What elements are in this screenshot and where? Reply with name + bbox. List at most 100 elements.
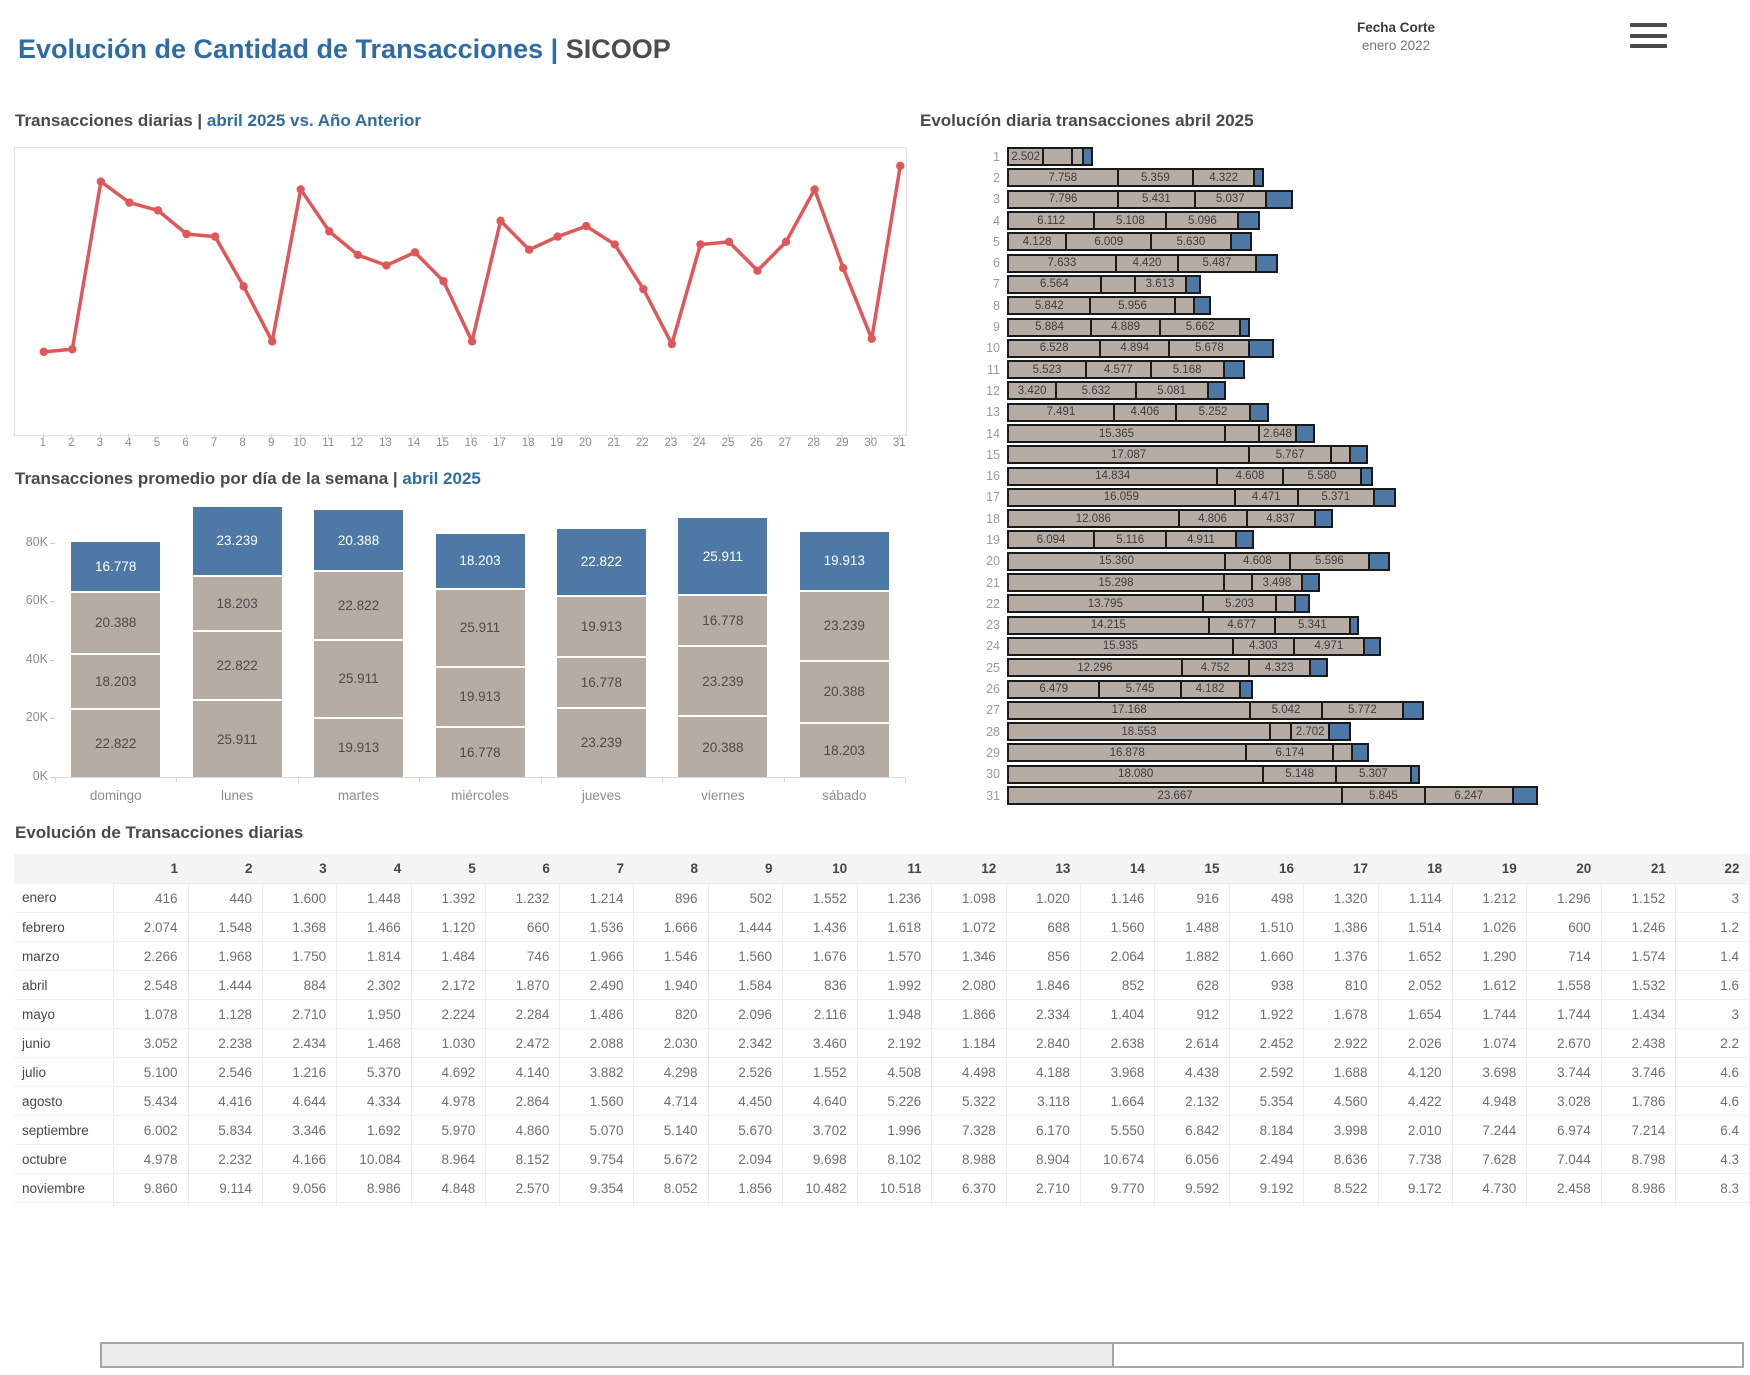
line-point-day-8[interactable] <box>239 282 248 291</box>
daily-bar-row-25[interactable]: 25 12.296 4.752 4.323 <box>920 657 1560 678</box>
table-cell[interactable]: 2.238 <box>187 1028 264 1058</box>
line-point-day-11[interactable] <box>325 227 334 236</box>
table-cell[interactable]: 6.4 <box>1675 1115 1750 1145</box>
table-cell[interactable]: 2.224 <box>410 999 487 1029</box>
table-cell[interactable]: 1.246 <box>1600 912 1677 942</box>
table-cell[interactable]: 1.546 <box>633 941 709 971</box>
table-cell[interactable]: 2.080 <box>931 970 1007 1000</box>
weekday-segment-sábado[interactable]: 19.913 <box>799 531 889 590</box>
daily-blue-segment[interactable] <box>1083 149 1091 165</box>
daily-segment[interactable]: 4.577 <box>1086 362 1152 378</box>
table-cell[interactable]: 10.684 <box>112 1202 189 1206</box>
weekday-segment-martes[interactable]: 19.913 <box>314 718 404 777</box>
daily-segment[interactable]: 5.341 <box>1275 617 1352 633</box>
weekday-segment-sábado[interactable]: 20.388 <box>799 661 889 722</box>
daily-bar-row-10[interactable]: 10 6.528 4.894 5.678 <box>920 338 1560 359</box>
daily-blue-segment[interactable] <box>1236 532 1253 548</box>
table-cell[interactable]: 1.184 <box>931 1028 1007 1058</box>
daily-segment[interactable]: 5.042 <box>1251 702 1323 718</box>
table-cell[interactable]: 1.152 <box>1600 883 1677 913</box>
daily-segment[interactable]: 2.502 <box>1009 149 1045 165</box>
table-cell[interactable]: 1.966 <box>559 941 635 971</box>
line-point-day-3[interactable] <box>96 177 106 186</box>
table-cell[interactable]: 1.532 <box>1600 970 1677 1000</box>
daily-bar-24[interactable]: 15.935 4.303 4.971 <box>1007 636 1382 656</box>
daily-segment[interactable]: 6.174 <box>1247 745 1335 761</box>
weekday-segment-martes[interactable]: 20.388 <box>314 510 404 570</box>
daily-bar-row-14[interactable]: 14 15.365 2.648 <box>920 423 1560 444</box>
table-cell[interactable]: 9.770 <box>1079 1173 1156 1203</box>
daily-bar-2[interactable]: 7.758 5.359 4.322 <box>1007 168 1265 188</box>
daily-segment[interactable]: 4.323 <box>1249 660 1311 676</box>
daily-segment[interactable]: 12.086 <box>1009 511 1180 527</box>
table-cell[interactable]: 4.560 <box>1303 1086 1379 1116</box>
daily-segment[interactable] <box>1072 149 1084 165</box>
daily-segment[interactable]: 5.359 <box>1118 170 1195 186</box>
table-cell[interactable]: 7.044 <box>1526 1144 1602 1174</box>
line-chart-plot[interactable] <box>15 148 906 435</box>
table-cell[interactable]: 1.552 <box>782 883 858 913</box>
weekday-bar-miércoles[interactable]: 16.778 19.913 25.911 18.203 <box>435 534 525 777</box>
table-cell[interactable]: 2.472 <box>485 1028 561 1058</box>
table-cell[interactable]: 3.882 <box>559 1057 635 1087</box>
daily-blue-segment[interactable] <box>1241 319 1249 335</box>
daily-bar-27[interactable]: 17.168 5.042 5.772 <box>1007 700 1425 720</box>
table-cell[interactable]: 4.714 <box>633 1086 709 1116</box>
daily-blue-segment[interactable] <box>1251 404 1267 420</box>
table-cell[interactable]: 4.334 <box>336 1086 412 1116</box>
daily-segment[interactable]: 6.094 <box>1009 532 1096 548</box>
transactions-table[interactable]: 1 2 3 4 5 6 7 8 9 10 11 12 13 14 15 16 17 18 19 20 21 22 enero… <box>14 854 1750 1206</box>
table-cell[interactable]: 1.368 <box>262 912 338 942</box>
table-cell[interactable]: 1.940 <box>633 970 709 1000</box>
daily-bar-row-11[interactable]: 11 5.523 4.577 5.168 <box>920 359 1560 380</box>
weekday-bar-domingo[interactable]: 22.822 18.203 20.388 16.778 <box>71 541 161 777</box>
table-cell[interactable]: 1.030 <box>410 1028 487 1058</box>
daily-segment[interactable] <box>1101 276 1136 292</box>
table-cell[interactable]: 1.236 <box>856 883 933 913</box>
daily-segment[interactable]: 5.487 <box>1179 255 1257 271</box>
table-cell[interactable]: 9.544 <box>1005 1202 1081 1206</box>
daily-segment[interactable]: 4.752 <box>1182 660 1250 676</box>
table-cell[interactable]: 884 <box>262 970 338 1000</box>
daily-segment[interactable]: 2.702 <box>1292 724 1331 740</box>
line-point-day-23[interactable] <box>667 339 677 349</box>
table-cell[interactable]: 1.744 <box>1526 999 1602 1029</box>
daily-segment[interactable]: 4.806 <box>1179 511 1248 527</box>
table-cell[interactable]: 1.510 <box>1228 912 1305 942</box>
daily-segment[interactable]: 14.215 <box>1009 617 1210 633</box>
daily-segment[interactable]: 5.767 <box>1250 447 1332 463</box>
daily-segment[interactable]: 17.087 <box>1009 447 1251 463</box>
line-point-day-29[interactable] <box>838 263 848 273</box>
daily-bar-1[interactable]: 2.502 <box>1007 147 1093 167</box>
table-cell[interactable]: 1.574 <box>1600 941 1677 971</box>
table-cell[interactable]: 1.2 <box>1675 912 1750 942</box>
table-cell[interactable]: 1.612 <box>1451 970 1528 1000</box>
daily-segment[interactable]: 4.471 <box>1235 489 1299 505</box>
daily-segment[interactable]: 5.252 <box>1176 404 1252 420</box>
daily-segment[interactable]: 23.667 <box>1009 788 1344 804</box>
table-cell[interactable]: 2.526 <box>707 1057 784 1087</box>
daily-bar-12[interactable]: 3.420 5.632 5.081 <box>1007 381 1227 401</box>
daily-segment[interactable]: 6.247 <box>1425 788 1514 804</box>
table-cell[interactable]: 1.992 <box>856 970 933 1000</box>
table-cell[interactable]: 2.438 <box>1600 1028 1677 1058</box>
table-cell[interactable]: 8.052 <box>633 1173 709 1203</box>
table-cell[interactable]: 2.710 <box>262 999 338 1029</box>
daily-segment[interactable]: 14.834 <box>1009 468 1219 484</box>
table-cell[interactable]: 3 <box>1675 883 1750 913</box>
daily-segment[interactable]: 4.889 <box>1092 319 1162 335</box>
table-cell[interactable]: 1.098 <box>931 883 1007 913</box>
table-cell[interactable]: 1.020 <box>1005 883 1081 913</box>
daily-segment[interactable]: 6.112 <box>1009 213 1096 229</box>
daily-blue-segment[interactable] <box>1374 489 1395 505</box>
table-cell[interactable]: 4.978 <box>112 1144 189 1174</box>
daily-bar-7[interactable]: 6.564 3.613 <box>1007 274 1202 294</box>
table-cell[interactable]: 836 <box>782 970 858 1000</box>
table-cell[interactable]: 1.870 <box>485 970 561 1000</box>
table-cell[interactable]: 1.4 <box>1675 941 1750 971</box>
table-cell[interactable]: 2.638 <box>1079 1028 1156 1058</box>
daily-segment[interactable]: 7.758 <box>1009 170 1119 186</box>
daily-segment[interactable]: 5.081 <box>1136 383 1209 399</box>
table-cell[interactable]: 5.354 <box>1228 1086 1305 1116</box>
weekday-segment-jueves[interactable]: 23.239 <box>556 708 646 777</box>
